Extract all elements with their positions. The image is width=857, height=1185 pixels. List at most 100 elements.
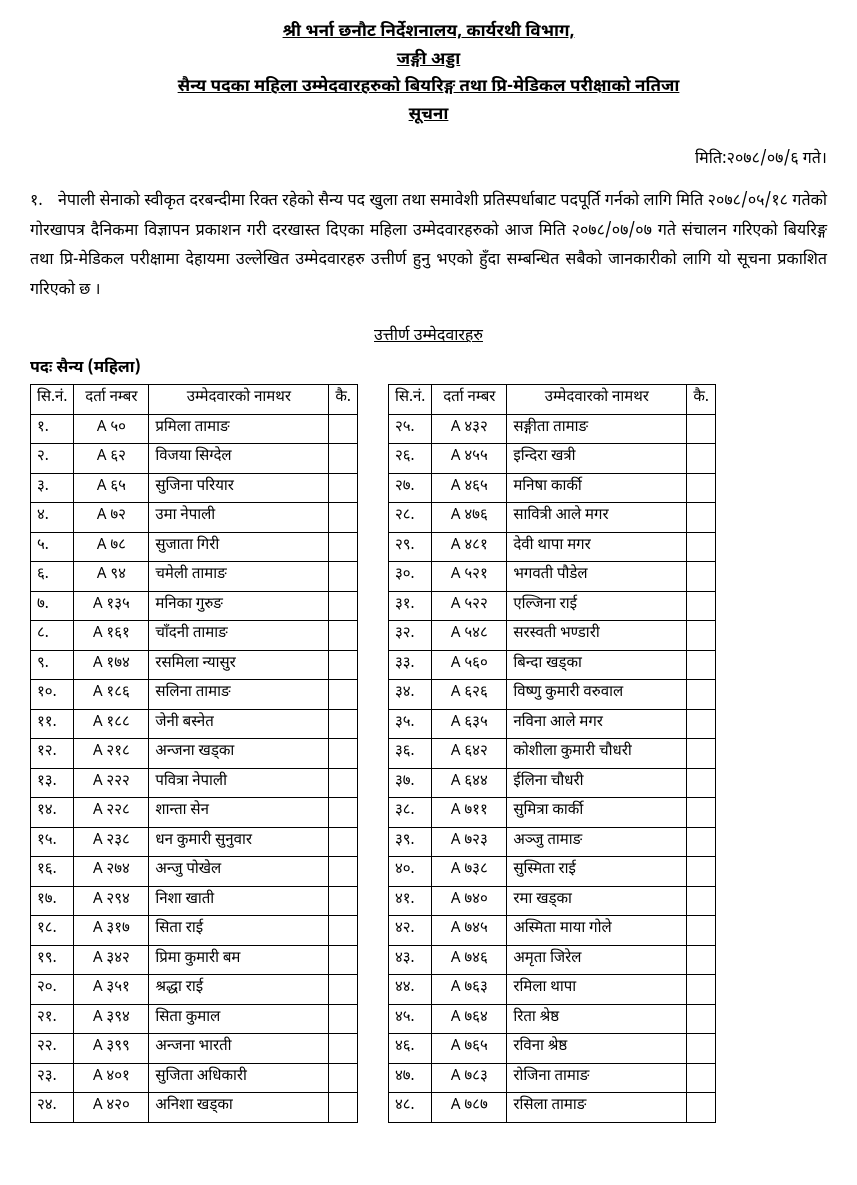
col-header-sn: सि.नं. <box>31 385 74 415</box>
cell-reg: A ६४२ <box>432 739 507 769</box>
cell-kai <box>329 444 358 474</box>
date-label: मिति: <box>695 149 727 170</box>
cell-reg: A ६४४ <box>432 768 507 798</box>
cell-name: अनिशा खड्का <box>149 1093 329 1123</box>
table-row: ४१.A ७४०रमा खड्का <box>388 886 715 916</box>
table-row: २.A ६२विजया सिग्देल <box>31 444 358 474</box>
cell-reg: A २१८ <box>74 739 149 769</box>
section-heading: उत्तीर्ण उम्मेदवारहरु <box>30 325 827 349</box>
cell-reg: A ४७६ <box>432 503 507 533</box>
cell-kai <box>329 503 358 533</box>
paragraph-number: १. <box>30 187 58 217</box>
cell-kai <box>329 827 358 857</box>
table-row: ४३.A ७४६अमृता जिरेल <box>388 945 715 975</box>
cell-reg: A १८८ <box>74 709 149 739</box>
cell-sn: ५. <box>31 532 74 562</box>
paragraph-text: नेपाली सेनाको स्वीकृत दरबन्दीमा रिक्त रह… <box>30 191 827 301</box>
cell-reg: A ६३५ <box>432 709 507 739</box>
col-header-kai: कै. <box>687 385 716 415</box>
table-row: २६.A ४५५इन्दिरा खत्री <box>388 444 715 474</box>
table-row: २९.A ४८१देवी थापा मगर <box>388 532 715 562</box>
cell-reg: A ६५ <box>74 473 149 503</box>
cell-sn: ४८. <box>388 1093 431 1123</box>
cell-sn: ३३. <box>388 650 431 680</box>
cell-reg: A २२२ <box>74 768 149 798</box>
table-row: ३.A ६५सुजिना परियार <box>31 473 358 503</box>
cell-kai <box>687 650 716 680</box>
table-row: १३.A २२२पवित्रा नेपाली <box>31 768 358 798</box>
table-row: १०.A १८६सलिना तामाङ <box>31 680 358 710</box>
cell-sn: २२. <box>31 1034 74 1064</box>
cell-name: सिता राई <box>149 916 329 946</box>
cell-name: शान्ता सेन <box>149 798 329 828</box>
cell-sn: १. <box>31 414 74 444</box>
cell-name: बिन्दा खड्का <box>507 650 687 680</box>
cell-sn: ६. <box>31 562 74 592</box>
cell-reg: A ३४२ <box>74 945 149 975</box>
notice-body: १.नेपाली सेनाको स्वीकृत दरबन्दीमा रिक्त … <box>30 187 827 305</box>
cell-sn: २३. <box>31 1063 74 1093</box>
cell-reg: A ६२६ <box>432 680 507 710</box>
header-line-4: सूचना <box>30 103 827 129</box>
cell-kai <box>687 1034 716 1064</box>
cell-sn: ८. <box>31 621 74 651</box>
cell-sn: ३६. <box>388 739 431 769</box>
cell-name: सुस्मिता राई <box>507 857 687 887</box>
cell-name: सङ्गीता तामाङ <box>507 414 687 444</box>
table-row: २७.A ४६५मनिषा कार्की <box>388 473 715 503</box>
col-header-name: उम्मेदवारको नामथर <box>149 385 329 415</box>
cell-name: मनिषा कार्की <box>507 473 687 503</box>
cell-kai <box>687 1063 716 1093</box>
cell-name: सावित्री आले मगर <box>507 503 687 533</box>
results-table-right: सि.नं. दर्ता नम्बर उम्मेदवारको नामथर कै.… <box>388 384 716 1123</box>
cell-reg: A ५६० <box>432 650 507 680</box>
cell-sn: ३९. <box>388 827 431 857</box>
cell-sn: ३७. <box>388 768 431 798</box>
date-line: मिति:२०७८/०७/६ गते। <box>30 148 827 172</box>
cell-kai <box>687 886 716 916</box>
cell-kai <box>329 798 358 828</box>
cell-name: सरस्वती भण्डारी <box>507 621 687 651</box>
cell-sn: ३८. <box>388 798 431 828</box>
cell-reg: A ७४० <box>432 886 507 916</box>
cell-name: निशा खाती <box>149 886 329 916</box>
cell-sn: १७. <box>31 886 74 916</box>
table-row: ३३.A ५६०बिन्दा खड्का <box>388 650 715 680</box>
table-row: १६.A २७४अन्जु पोखेल <box>31 857 358 887</box>
header-line-1: श्री भर्ना छनौट निर्देशनालय, कार्यरथी वि… <box>30 20 827 46</box>
cell-kai <box>687 503 716 533</box>
table-row: २८.A ४७६सावित्री आले मगर <box>388 503 715 533</box>
cell-kai <box>687 591 716 621</box>
cell-sn: २. <box>31 444 74 474</box>
cell-name: इन्दिरा खत्री <box>507 444 687 474</box>
table-row: ३९.A ७२३अञ्जु तामाङ <box>388 827 715 857</box>
cell-kai <box>329 857 358 887</box>
table-row: १.A ५०प्रमिला तामाङ <box>31 414 358 444</box>
table-row: २०.A ३५१श्रद्धा राई <box>31 975 358 1005</box>
cell-sn: ४३. <box>388 945 431 975</box>
table-row: ३८.A ७११सुमित्रा कार्की <box>388 798 715 828</box>
cell-kai <box>687 621 716 651</box>
cell-sn: ४१. <box>388 886 431 916</box>
cell-name: सुमित्रा कार्की <box>507 798 687 828</box>
cell-reg: A ४८१ <box>432 532 507 562</box>
table-row: २४.A ४२०अनिशा खड्का <box>31 1093 358 1123</box>
cell-kai <box>329 975 358 1005</box>
cell-kai <box>687 1093 716 1123</box>
cell-kai <box>687 680 716 710</box>
cell-name: अस्मिता माया गोले <box>507 916 687 946</box>
cell-sn: ४५. <box>388 1004 431 1034</box>
cell-reg: A १८६ <box>74 680 149 710</box>
cell-reg: A ७८३ <box>432 1063 507 1093</box>
cell-reg: A ३९९ <box>74 1034 149 1064</box>
cell-sn: ७. <box>31 591 74 621</box>
cell-name: सिता कुमाल <box>149 1004 329 1034</box>
cell-sn: ३२. <box>388 621 431 651</box>
cell-reg: A ७४५ <box>432 916 507 946</box>
cell-name: उमा नेपाली <box>149 503 329 533</box>
cell-name: अन्जना खड्का <box>149 739 329 769</box>
table-row: १५.A २३८धन कुमारी सुनुवार <box>31 827 358 857</box>
cell-kai <box>329 562 358 592</box>
cell-reg: A २९४ <box>74 886 149 916</box>
table-row: ६.A ९४चमेली तामाङ <box>31 562 358 592</box>
